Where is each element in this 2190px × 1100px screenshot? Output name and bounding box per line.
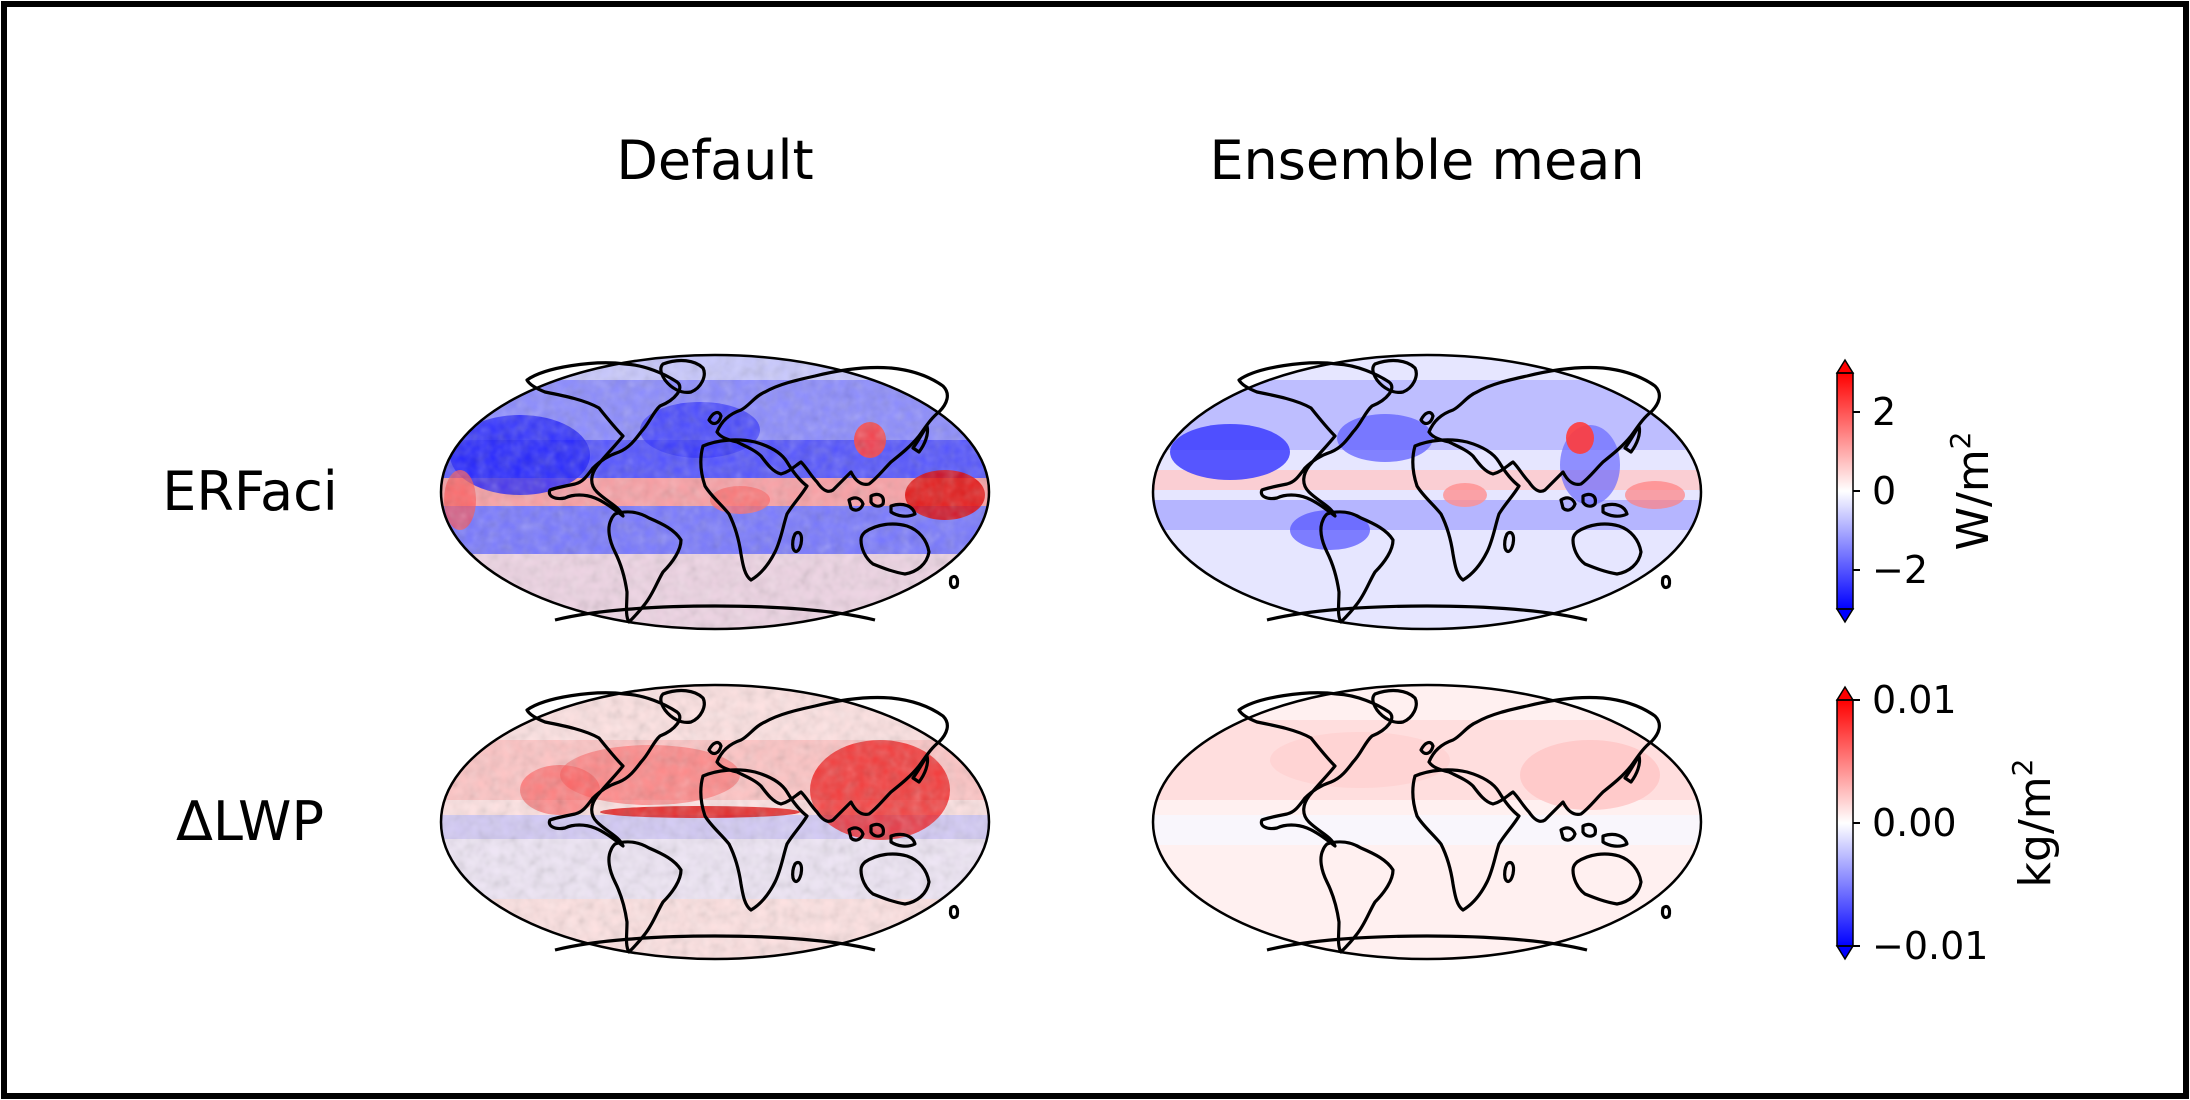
colorbar-erfaci-tick-neg2: −2 xyxy=(1872,548,1928,592)
row-label-erfaci: ERFaci xyxy=(162,460,338,523)
colorbar-dlwp-unit: kg/m2 xyxy=(2006,759,2061,888)
colorbar-dlwp-tick-min: −0.01 xyxy=(1872,924,1988,968)
map-ensemble-mean-dlwp xyxy=(1151,683,1703,961)
colorbar-erfaci-tick-2: 2 xyxy=(1872,390,1896,434)
column-title-default: Default xyxy=(616,129,813,192)
colorbar-dlwp: 0.01 0.00 −0.01 kg/m2 xyxy=(1835,678,2061,968)
colorbar-dlwp-tick-zero: 0.00 xyxy=(1872,801,1957,845)
colorbar-erfaci-tick-0: 0 xyxy=(1872,469,1896,513)
map-ensemble-mean-erfaci xyxy=(1151,353,1703,631)
colorbar-erfaci-unit: W/m2 xyxy=(1944,431,1999,550)
row-label-dlwp: ΔLWP xyxy=(176,790,324,853)
map-default-dlwp xyxy=(439,683,991,961)
column-title-ensemble-mean: Ensemble mean xyxy=(1209,129,1644,192)
colorbar-dlwp-tick-max: 0.01 xyxy=(1872,678,1957,722)
map-default-erfaci xyxy=(439,353,991,631)
colorbar-erfaci: 2 0 −2 W/m2 xyxy=(1835,358,1999,624)
